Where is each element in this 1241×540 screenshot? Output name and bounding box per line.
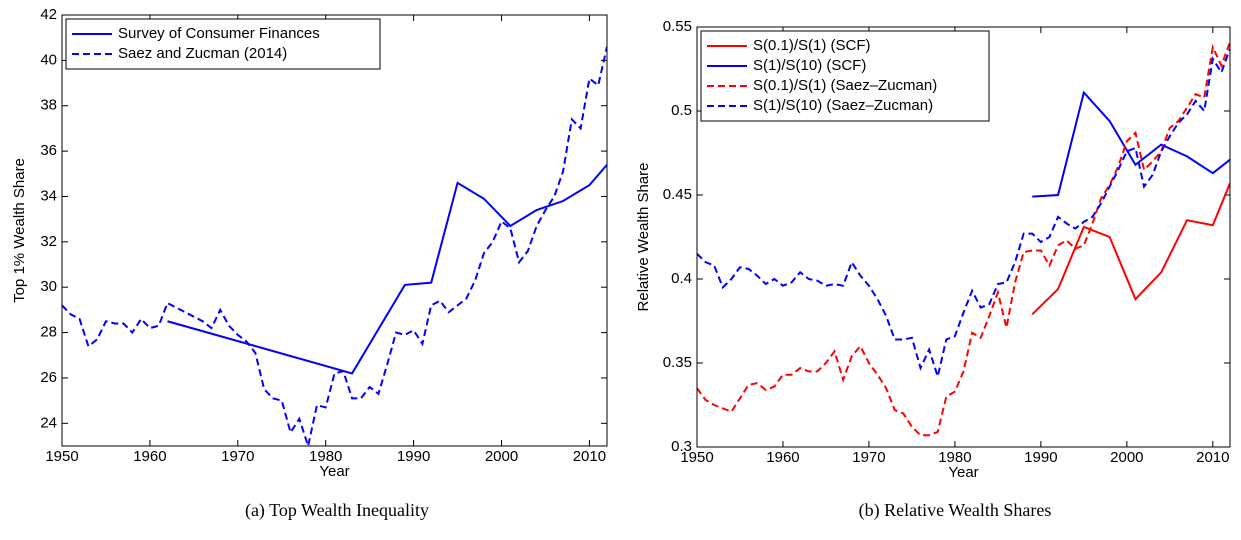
chart: 24 26 28 30 32 34 36 38 40 42 1950 1960 1970 1980 1990… <box>11 6 608 521</box>
x-tick-label: 1960 <box>133 448 166 465</box>
y-tick-label: 0.55 <box>663 18 692 35</box>
series-line <box>1032 90 1230 198</box>
x-tick-label: 1980 <box>938 449 971 466</box>
legend: Survey of Consumer Finances Saez and Zucm… <box>65 18 381 70</box>
series-line <box>697 48 1230 381</box>
series-line <box>62 46 607 446</box>
legend: S(0.1)/S(1) (SCF) S(1)/S(10) (SCF) S(0.1)/… <box>700 30 990 122</box>
x-tick-label: 1970 <box>221 448 254 465</box>
y-axis-label: Relative Wealth Share <box>635 163 652 312</box>
caption: (a) Top Wealth Inequality <box>245 500 429 521</box>
y-tick-label: 0.35 <box>663 354 692 371</box>
axes-frame <box>696 26 1231 448</box>
legend-label: S(0.1)/S(1) (SCF) <box>753 37 871 54</box>
x-tick-label: 1990 <box>1024 449 1057 466</box>
x-tick-label: 2010 <box>1196 449 1229 466</box>
chart: 0.3 0.35 0.4 0.45 0.5 0.55 1950 1960 1970 1980 199… <box>635 18 1231 521</box>
axes-frame <box>61 14 608 447</box>
y-tick-label: 0.3 <box>671 438 692 455</box>
y-tick-label: 28 <box>40 324 57 341</box>
x-tick-label: 1970 <box>852 449 885 466</box>
x-tick-label: 2010 <box>573 448 606 465</box>
y-tick-label: 42 <box>40 6 57 23</box>
legend-box <box>65 18 381 70</box>
x-tick-label: 1960 <box>766 449 799 466</box>
series-group <box>62 46 607 446</box>
y-tick-label: 38 <box>40 97 57 114</box>
y-tick-label: 26 <box>40 369 57 386</box>
y-axis-label: Top 1% Wealth Share <box>11 158 28 303</box>
series-line <box>697 41 1230 437</box>
y-tick-label: 0.5 <box>671 102 692 119</box>
y-tick-label: 40 <box>40 51 57 68</box>
y-tick-label: 36 <box>40 142 57 159</box>
y-tick-label: 0.45 <box>663 186 692 203</box>
series-line <box>1031 182 1230 315</box>
x-tick-label: 1950 <box>680 449 713 466</box>
x-tick-label: 1950 <box>45 448 78 465</box>
y-tick-label: 30 <box>40 278 57 295</box>
caption: (b) Relative Wealth Shares <box>859 500 1052 521</box>
legend-box <box>700 30 990 122</box>
x-tick-label: 1990 <box>397 448 430 465</box>
x-axis-label: Year <box>319 463 349 480</box>
x-tick-label: 1980 <box>309 448 342 465</box>
plot-area <box>62 15 607 446</box>
y-tick-label: 24 <box>40 414 57 431</box>
legend-label: Survey of Consumer Finances <box>118 25 320 42</box>
x-axis-label: Year <box>948 464 978 481</box>
legend-label: S(1)/S(10) (Saez–Zucman) <box>753 97 933 114</box>
legend-label: Saez and Zucman (2014) <box>118 45 287 62</box>
legend-label: S(1)/S(10) (SCF) <box>753 57 866 74</box>
legend-label: S(0.1)/S(1) (Saez–Zucman) <box>753 77 937 94</box>
y-tick-label: 34 <box>40 187 57 204</box>
y-tick-label: 32 <box>40 233 57 250</box>
x-tick-label: 2000 <box>485 448 518 465</box>
series-line <box>167 164 607 375</box>
series-group <box>697 41 1230 437</box>
x-tick-label: 2000 <box>1110 449 1143 466</box>
y-tick-label: 0.4 <box>671 270 692 287</box>
